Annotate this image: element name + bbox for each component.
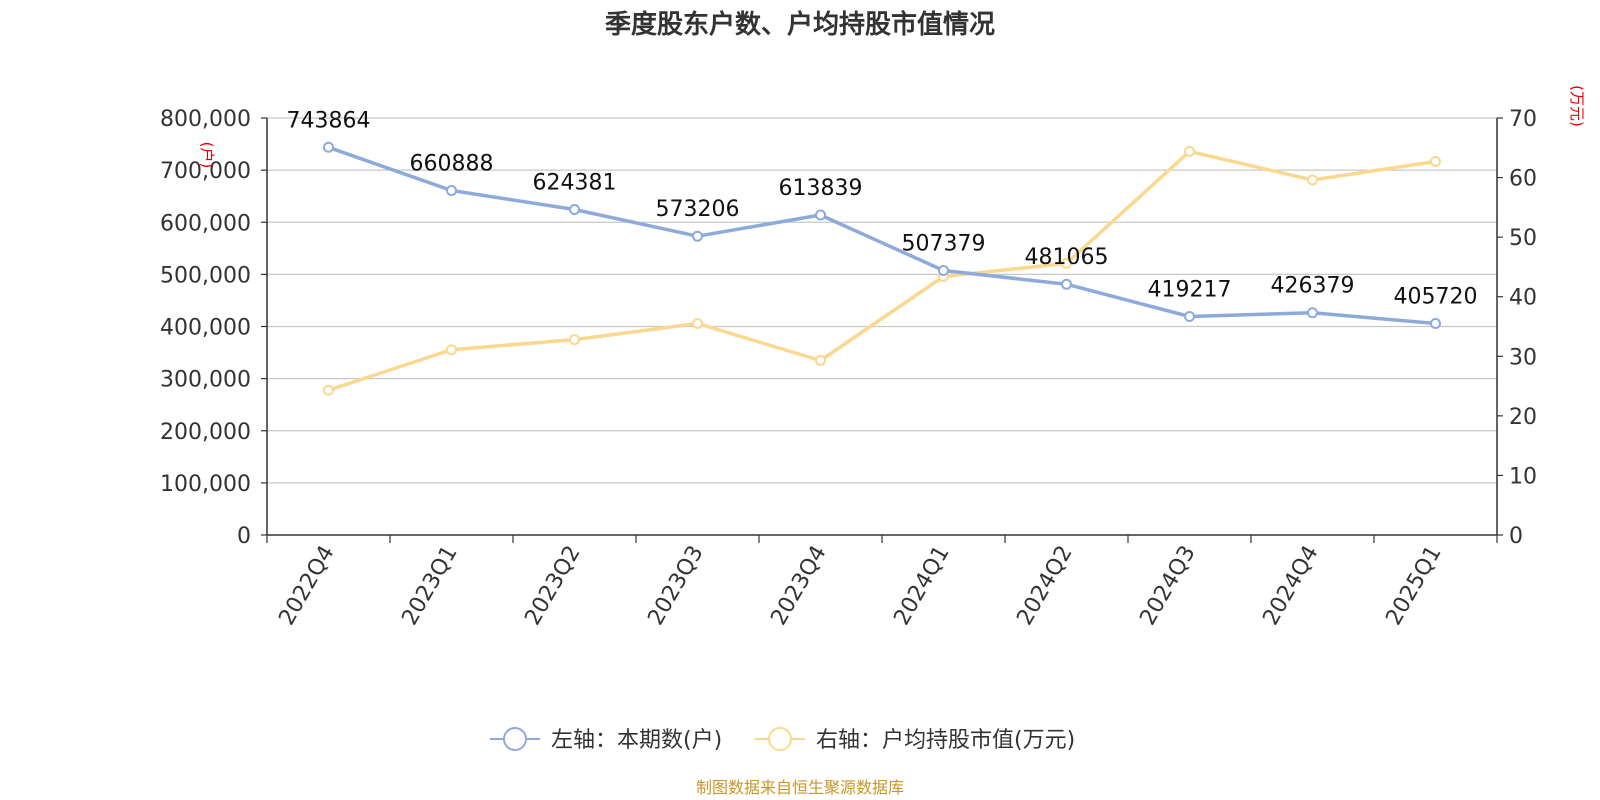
data-point-left[interactable] xyxy=(815,209,826,221)
left-tick-label: 400,000 xyxy=(160,316,251,341)
legend-item-right[interactable]: 右轴：户均持股市值(万元) xyxy=(755,727,1075,753)
data-label: 573206 xyxy=(656,197,740,222)
data-label: 426379 xyxy=(1271,274,1355,299)
right-tick-label: 10 xyxy=(1509,464,1537,489)
data-point-right[interactable] xyxy=(1184,145,1195,157)
data-point-right[interactable] xyxy=(569,334,580,346)
data-labels: 743864 660888 624381 573206 613839 507379 4810… xyxy=(287,108,1478,309)
source-note: 制图数据来自恒生聚源数据库 xyxy=(696,778,904,797)
left-tick-label: 800,000 xyxy=(160,107,251,132)
x-tick-label: 2023Q4 xyxy=(766,542,831,630)
x-tick-label: 2023Q3 xyxy=(643,542,708,630)
x-tick-label: 2023Q2 xyxy=(520,542,585,630)
chart-title: 季度股东户数、户均持股市值情况 xyxy=(605,9,995,40)
legend-marker-left-icon xyxy=(503,727,527,751)
x-tick-label: 2024Q1 xyxy=(889,542,954,630)
series-layer xyxy=(323,141,1441,396)
data-label: 624381 xyxy=(533,171,617,196)
legend[interactable]: 左轴：本期数(户) 右轴：户均持股市值(万元) xyxy=(490,727,1075,753)
data-point-left[interactable] xyxy=(569,204,580,216)
data-label: 405720 xyxy=(1394,285,1478,310)
data-label: 481065 xyxy=(1025,245,1109,270)
data-point-right[interactable] xyxy=(815,354,826,366)
data-label: 660888 xyxy=(410,152,494,177)
left-tick-label: 300,000 xyxy=(160,368,251,393)
right-tick-label: 60 xyxy=(1509,167,1537,192)
right-tick-label: 50 xyxy=(1509,226,1537,251)
legend-marker-right-icon xyxy=(768,727,792,751)
right-tick-label: 40 xyxy=(1509,286,1537,311)
left-tick-label: 600,000 xyxy=(160,211,251,236)
left-tick-label: 700,000 xyxy=(160,159,251,184)
grid xyxy=(267,117,1497,484)
data-point-right[interactable] xyxy=(446,344,457,356)
left-tick-label: 0 xyxy=(237,524,251,549)
left-axis-unit: (户) xyxy=(198,142,216,169)
right-tick-label: 70 xyxy=(1509,107,1537,132)
data-point-left[interactable] xyxy=(1307,307,1318,319)
x-tick-label: 2024Q4 xyxy=(1258,542,1323,630)
data-point-right[interactable] xyxy=(323,384,334,396)
data-point-left[interactable] xyxy=(1184,310,1195,322)
legend-item-left[interactable]: 左轴：本期数(户) xyxy=(490,727,722,753)
x-tick-label: 2024Q2 xyxy=(1012,542,1077,630)
legend-label-left: 左轴：本期数(户) xyxy=(551,728,722,753)
data-point-right[interactable] xyxy=(1430,155,1441,167)
x-tick-label: 2023Q1 xyxy=(397,542,462,630)
data-point-right[interactable] xyxy=(1307,174,1318,186)
right-tick-label: 20 xyxy=(1509,405,1537,430)
legend-label-right: 右轴：户均持股市值(万元) xyxy=(816,728,1075,753)
data-point-left[interactable] xyxy=(692,230,703,242)
x-tick-label: 2025Q1 xyxy=(1381,542,1446,630)
right-tick-label: 0 xyxy=(1509,524,1523,549)
series-line-right xyxy=(327,149,1436,392)
x-tick-label: 2024Q3 xyxy=(1135,542,1200,630)
data-point-left[interactable] xyxy=(938,265,949,277)
data-point-left[interactable] xyxy=(1430,318,1441,330)
right-axis-unit: (万元) xyxy=(1568,85,1586,127)
series-line-left xyxy=(327,145,1436,326)
data-label: 419217 xyxy=(1148,277,1232,302)
right-tick-label: 30 xyxy=(1509,345,1537,370)
left-tick-label: 200,000 xyxy=(160,420,251,445)
data-point-right[interactable] xyxy=(692,318,703,330)
x-tick-label: 2022Q4 xyxy=(274,542,339,630)
data-point-left[interactable] xyxy=(446,185,457,197)
data-label: 507379 xyxy=(902,232,986,257)
data-point-left[interactable] xyxy=(1061,278,1072,290)
left-tick-label: 100,000 xyxy=(160,472,251,497)
left-tick-label: 500,000 xyxy=(160,263,251,288)
data-label: 613839 xyxy=(779,176,863,201)
data-label: 743864 xyxy=(287,108,371,133)
data-point-right[interactable] xyxy=(1061,257,1072,269)
data-point-left[interactable] xyxy=(323,141,334,153)
